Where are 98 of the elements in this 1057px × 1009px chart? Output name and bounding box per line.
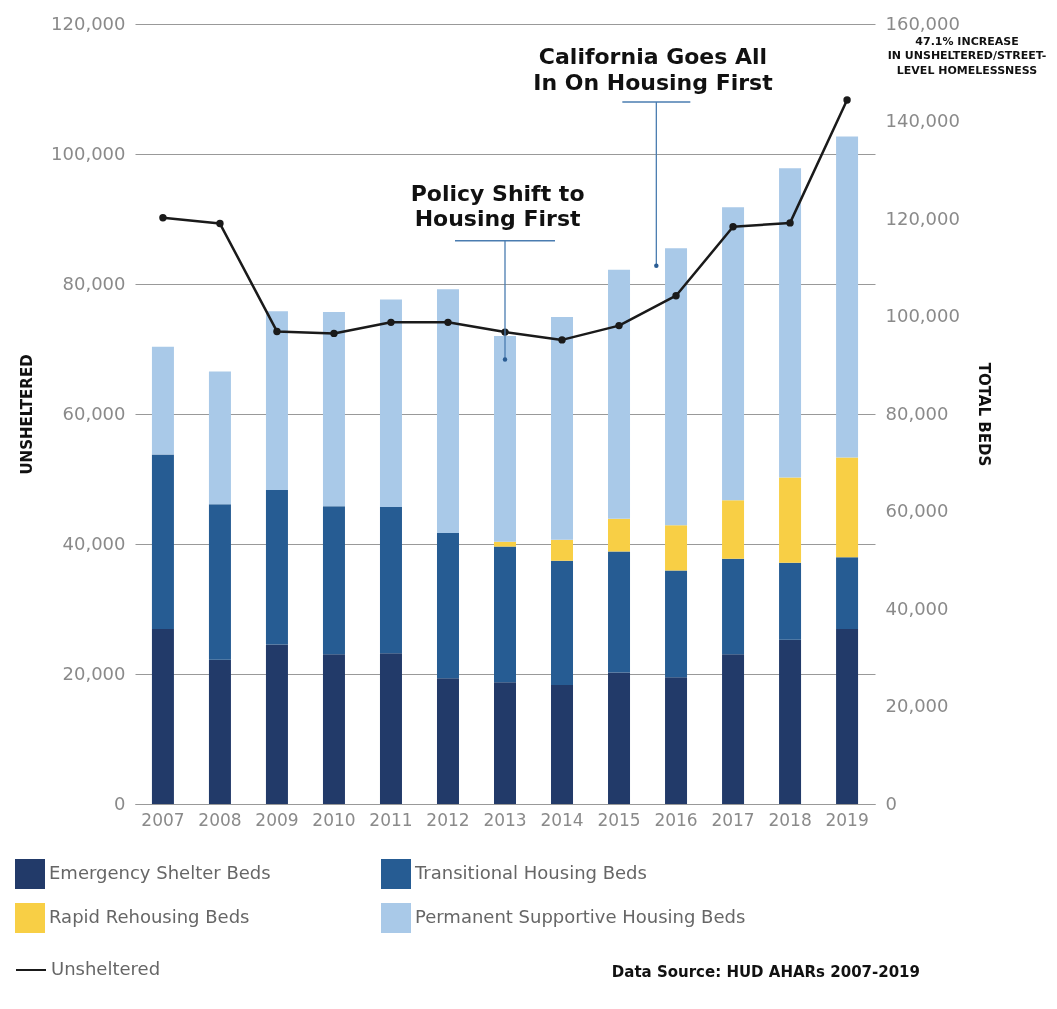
point [672,292,680,300]
bar [265,311,288,491]
bar [836,136,859,458]
bar [608,551,631,673]
point [558,336,566,344]
bar [436,289,459,533]
point [729,223,737,231]
point [786,219,794,227]
bar [608,269,631,519]
y2-axis-title: TOTAL BEDS [974,362,993,467]
point [330,329,338,338]
bar [551,539,574,561]
bar [665,525,688,571]
y-tick-label: 40,000 [62,532,126,554]
x-tick-label: 2019 [825,809,869,830]
x-tick-label: 2017 [711,809,755,830]
y-tick-label: 80,000 [62,272,126,294]
bar [551,560,574,686]
point [159,214,167,222]
y-tick-label: 120,000 [51,12,126,34]
x-tick-label: 2008 [198,809,242,830]
x-tick-label: 2009 [255,809,299,830]
y2-tick-label: 40,000 [885,597,949,619]
y2-tick-label: 120,000 [885,207,960,229]
x-tick-label: 2013 [483,809,527,830]
bar [208,371,231,505]
bar [551,685,574,804]
legend-label: Transitional Housing Beds [414,862,647,883]
bar [379,653,402,804]
text: 47.1% INCREASE IN UNSHELTERED/STREET- LEVEL HOMELESSNESS [887,35,1047,77]
legend-label: Permanent Supportive Housing Beds [415,906,746,927]
bar [608,518,631,552]
bar [436,678,459,804]
point [216,219,224,228]
bar [722,558,745,655]
source-note: Data Source: HUD AHARs 2007-2019 [611,963,920,981]
bar [494,546,516,683]
y2-tick-label: 60,000 [885,500,949,521]
x-tick-label: 2014 [540,809,584,830]
bar [151,346,174,455]
bar [494,336,516,542]
bar [265,644,288,804]
y2-tick-label: 140,000 [885,110,960,131]
point [615,321,623,330]
annotation: California Goes All In On Housing First [533,44,774,95]
annotation: Policy Shift to Housing First [410,180,585,232]
y-tick-label: 0 [114,792,126,814]
bar [836,628,859,804]
bar [494,541,516,547]
y2-tick-label: 100,000 [885,305,960,326]
bar [665,570,688,678]
y-tick-label: 20,000 [62,662,126,684]
x-tick-label: 2015 [597,809,641,830]
bar [208,659,231,804]
bar [322,312,345,507]
bar [551,316,574,540]
bar [836,457,859,558]
legend-label: Unsheltered [51,958,161,979]
legend-label: Emergency Shelter Beds [49,862,271,883]
bar [665,248,688,526]
y-tick-label: 60,000 [62,402,126,424]
bar [722,500,745,559]
y2-tick-label: 80,000 [885,402,949,424]
y-axis-title: UNSHELTERED [18,354,37,475]
bar [151,628,174,804]
bar [665,677,688,804]
bar [779,477,802,563]
bar [608,672,631,804]
x-tick-label: 2018 [768,809,812,830]
x-tick-label: 2011 [369,809,413,830]
bar [322,506,345,655]
bar [779,168,802,478]
legend-label: Rapid Rehousing Beds [49,906,250,927]
bar [779,562,802,640]
bar [722,207,745,501]
point [843,96,851,104]
y2-tick-label: 160,000 [885,12,960,34]
bar [379,507,402,654]
bar [379,299,402,508]
bar [208,504,231,660]
y2-tick-label: 20,000 [885,695,949,716]
point [444,318,452,327]
bar [151,454,174,629]
point [273,327,281,336]
bar [265,490,288,645]
bar [779,639,802,804]
point [387,318,395,327]
x-tick-label: 2010 [312,809,356,830]
y2-tick-label: 0 [885,792,897,814]
x-tick-label: 2007 [141,809,185,830]
bar [494,682,516,804]
bar [322,654,345,804]
x-tick-label: 2016 [654,809,698,830]
bar [836,557,859,629]
bar [722,654,745,804]
y-tick-label: 100,000 [51,142,126,164]
bar [436,532,459,679]
x-tick-label: 2012 [426,809,470,830]
